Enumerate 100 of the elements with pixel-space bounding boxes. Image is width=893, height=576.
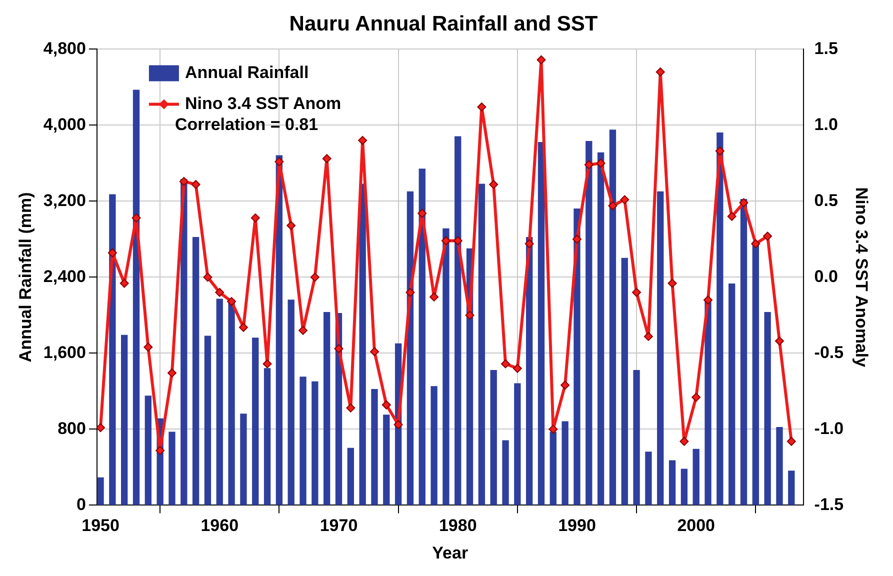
bar [657, 191, 664, 506]
legend-label: Nino 3.4 SST Anom [184, 94, 342, 113]
point [656, 68, 665, 76]
bar [442, 228, 450, 506]
bar [324, 312, 330, 506]
point [548, 424, 558, 434]
bar [776, 426, 783, 506]
bar [680, 468, 688, 506]
x-tick-label: 1950 [82, 516, 120, 536]
point [179, 176, 188, 186]
point [322, 154, 332, 164]
bar [383, 414, 390, 506]
bar [645, 452, 652, 506]
bar [454, 136, 462, 506]
point [692, 392, 701, 402]
bar [538, 142, 545, 506]
annotation: Correlation = 0.81 [174, 114, 318, 134]
point [668, 278, 677, 288]
point [346, 403, 356, 412]
y-axis-title: Annual Rainfall (mm) [16, 192, 35, 362]
bar [633, 370, 640, 506]
x-tick-label: 1980 [438, 516, 477, 536]
bar [550, 432, 556, 506]
bar [264, 368, 271, 506]
bar [526, 236, 533, 506]
y2-tick-label: -1.5 [814, 494, 844, 514]
point [156, 446, 165, 455]
bar [216, 298, 223, 506]
point [286, 221, 296, 230]
point [191, 180, 200, 189]
bar [788, 470, 795, 506]
point [763, 232, 772, 241]
y2-tick-label: 0.0 [814, 266, 838, 286]
point [453, 236, 462, 246]
point [120, 278, 129, 288]
bar [764, 312, 771, 506]
point [560, 380, 570, 390]
point [430, 292, 439, 302]
x-axis-title: Year [432, 543, 468, 562]
point [144, 342, 153, 352]
point [334, 344, 344, 354]
point [382, 400, 391, 410]
bar [692, 448, 700, 506]
y2-tick-label: 0.5 [814, 190, 838, 210]
point [96, 423, 106, 432]
point [358, 136, 368, 145]
point [215, 288, 224, 297]
bar [478, 184, 486, 506]
point [715, 146, 724, 156]
point [632, 288, 642, 297]
bar [668, 460, 676, 506]
point [262, 359, 272, 368]
legend-label: Annual Rainfall [184, 62, 309, 82]
bar [121, 334, 128, 506]
point [250, 213, 260, 222]
bar [359, 184, 366, 506]
point [751, 239, 760, 248]
x-tick-label: 1960 [200, 516, 239, 536]
y-tick-label: 4,800 [43, 38, 86, 58]
bar [192, 236, 200, 506]
bar [502, 440, 509, 506]
bar [418, 168, 426, 506]
bar [716, 132, 724, 506]
bar [228, 300, 235, 506]
point [536, 55, 546, 64]
point [727, 212, 736, 221]
bar [740, 198, 748, 506]
point [298, 326, 308, 335]
bar [144, 396, 152, 506]
point [167, 368, 176, 378]
bar [752, 242, 759, 506]
bar [240, 414, 247, 506]
y2-tick-label: -1.0 [814, 418, 844, 438]
bar [609, 130, 616, 506]
bar [430, 386, 438, 506]
bar [704, 300, 712, 506]
y-tick-label: 800 [58, 418, 86, 438]
point [489, 180, 498, 189]
y-tick-label: 2,400 [43, 266, 86, 286]
point [132, 213, 141, 222]
y-tick-label: 4,000 [43, 114, 86, 134]
point [774, 336, 784, 346]
bar [132, 90, 140, 506]
point [644, 332, 653, 341]
bar [288, 300, 294, 506]
bar [574, 208, 580, 506]
point [739, 198, 748, 208]
point [608, 201, 618, 210]
bar [204, 336, 212, 506]
point [310, 272, 320, 282]
point [108, 248, 117, 258]
bar [514, 383, 521, 506]
point [370, 347, 379, 356]
bar [728, 284, 736, 506]
x-tick-label: 2000 [677, 516, 716, 536]
y2-tick-label: 1.0 [814, 114, 838, 134]
y2-axis-title: Nino 3.4 SST Anomaly [852, 187, 872, 368]
bar [252, 338, 259, 506]
point [524, 239, 534, 248]
bar [97, 477, 104, 506]
